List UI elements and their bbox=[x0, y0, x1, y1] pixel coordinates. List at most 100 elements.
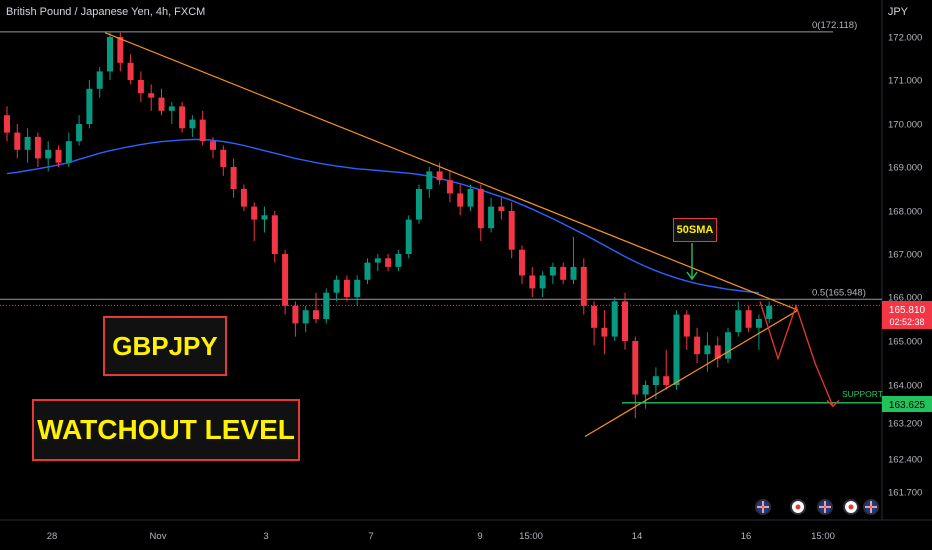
time-tick-label: Nov bbox=[150, 531, 167, 542]
candle bbox=[271, 211, 278, 263]
price-tick-label: 162.400 bbox=[888, 455, 922, 466]
time-tick-label: 15:00 bbox=[519, 531, 543, 542]
time-tick-label: 9 bbox=[477, 531, 482, 542]
projection-path[interactable] bbox=[759, 301, 834, 407]
candle-body bbox=[673, 314, 680, 385]
candle-body bbox=[343, 279, 350, 297]
candle-body bbox=[405, 219, 412, 254]
candle-body bbox=[199, 119, 206, 142]
candle bbox=[745, 305, 752, 333]
candle bbox=[601, 310, 608, 355]
time-tick-label: 14 bbox=[632, 531, 643, 542]
candle bbox=[611, 297, 618, 341]
candle bbox=[766, 301, 773, 324]
flag-sun bbox=[848, 504, 854, 510]
candle-body bbox=[725, 332, 731, 359]
candle-body bbox=[4, 115, 10, 133]
candle bbox=[416, 184, 422, 224]
candle-body bbox=[694, 336, 701, 355]
price-axis[interactable]: 172.000 171.000 170.000 169.000 168.000 167.0… bbox=[888, 33, 922, 499]
candle bbox=[477, 184, 484, 242]
price-tick-label: 161.700 bbox=[888, 488, 922, 499]
candle-body bbox=[457, 193, 464, 207]
price-tick-label: 169.000 bbox=[888, 163, 922, 174]
candle-body bbox=[580, 266, 587, 306]
candle-body bbox=[76, 124, 83, 142]
candle-body bbox=[549, 266, 556, 276]
candle-body bbox=[519, 249, 525, 276]
candle bbox=[725, 327, 731, 363]
candle bbox=[519, 245, 525, 285]
candle bbox=[107, 32, 113, 80]
candle-body bbox=[745, 310, 752, 328]
candle bbox=[395, 249, 402, 272]
candle bbox=[683, 310, 690, 350]
price-tick-label: 167.000 bbox=[888, 250, 922, 261]
current-price-tag: 165.810 02:52:38 bbox=[882, 301, 932, 329]
candle-body bbox=[107, 37, 113, 72]
candle bbox=[168, 102, 175, 124]
candle bbox=[4, 106, 10, 142]
candle bbox=[539, 271, 546, 297]
candle-body bbox=[632, 341, 639, 395]
candle-body bbox=[539, 275, 546, 289]
time-axis[interactable]: 28 Nov 3 7 9 15:00 14 16 15:00 bbox=[47, 531, 835, 542]
descending-trendline[interactable] bbox=[104, 32, 799, 311]
candle bbox=[704, 332, 711, 372]
candle-body bbox=[240, 189, 247, 207]
candle-body bbox=[220, 149, 227, 167]
candle bbox=[446, 171, 453, 203]
candle bbox=[199, 110, 206, 146]
candle bbox=[45, 141, 52, 172]
candle bbox=[714, 336, 721, 368]
candle-body bbox=[230, 167, 237, 189]
candle-body bbox=[611, 301, 618, 337]
candle bbox=[24, 128, 31, 163]
candle bbox=[426, 167, 433, 198]
candle bbox=[96, 67, 103, 98]
candle-body bbox=[488, 206, 495, 229]
candle bbox=[55, 145, 62, 167]
fib-level-0-label: 0(172.118) bbox=[812, 20, 857, 31]
candle-body bbox=[529, 275, 536, 289]
candle-body bbox=[65, 141, 72, 163]
candle-body bbox=[498, 206, 505, 211]
candle-body bbox=[385, 258, 392, 267]
candle bbox=[673, 310, 680, 390]
candle bbox=[457, 184, 464, 216]
currency-label: JPY bbox=[887, 6, 908, 18]
candle-body bbox=[364, 262, 371, 280]
sma-50-line[interactable] bbox=[6, 138, 759, 294]
candle-body bbox=[117, 37, 124, 63]
candle bbox=[364, 258, 371, 285]
candle-body bbox=[148, 93, 155, 98]
ascending-trendline[interactable] bbox=[584, 309, 799, 438]
candle-body bbox=[570, 266, 577, 280]
candle-body bbox=[467, 189, 474, 207]
candle bbox=[694, 327, 701, 363]
candle bbox=[333, 275, 340, 302]
chart-title: British Pound / Japanese Yen, 4h, FXCM bbox=[6, 6, 206, 18]
uk-flag-icon bbox=[863, 499, 879, 515]
candle-body bbox=[189, 119, 196, 129]
support-price-tag: 163.625 bbox=[882, 396, 932, 412]
candle bbox=[179, 102, 186, 133]
candle-body bbox=[86, 88, 93, 124]
price-tick-label: 171.000 bbox=[888, 76, 922, 87]
candle-body bbox=[292, 305, 299, 324]
candle bbox=[189, 115, 196, 137]
candle bbox=[282, 249, 289, 315]
japan-flag-icon bbox=[790, 499, 806, 515]
candle-body bbox=[34, 136, 41, 159]
candle-body bbox=[55, 149, 62, 163]
fib-level-05-label: 0.5(165.948) bbox=[812, 287, 866, 298]
candle bbox=[313, 292, 319, 324]
candle-body bbox=[436, 171, 443, 181]
price-tick-label: 166.000 bbox=[888, 293, 922, 304]
candle-body bbox=[652, 376, 659, 385]
time-tick-label: 28 bbox=[47, 531, 58, 542]
candle-body bbox=[426, 171, 433, 189]
candle-body bbox=[735, 310, 742, 333]
candle-body bbox=[158, 97, 165, 111]
